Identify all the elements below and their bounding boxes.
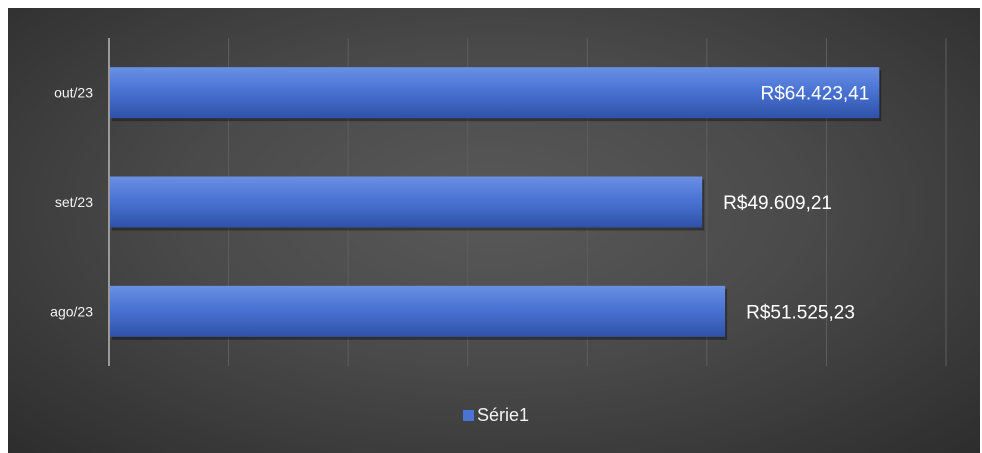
data-label: R$49.609,21 xyxy=(723,193,832,214)
data-label: R$51.525,23 xyxy=(746,302,855,323)
data-label: R$64.423,41 xyxy=(760,84,869,105)
legend: Série1 xyxy=(463,405,529,425)
chart-area: out/23 R$64.423,41 set/23 R$49.609,21 ago/23… xyxy=(8,8,980,453)
bar xyxy=(110,67,880,119)
category-label: out/23 xyxy=(54,85,93,101)
bar xyxy=(110,285,726,337)
category-label: ago/23 xyxy=(50,303,93,319)
bar xyxy=(110,176,703,228)
legend-swatch xyxy=(463,410,474,421)
bar-chart: out/23 R$64.423,41 set/23 R$49.609,21 ago/23… xyxy=(50,38,947,425)
category-label: set/23 xyxy=(55,194,93,210)
legend-label: Série1 xyxy=(477,405,529,425)
